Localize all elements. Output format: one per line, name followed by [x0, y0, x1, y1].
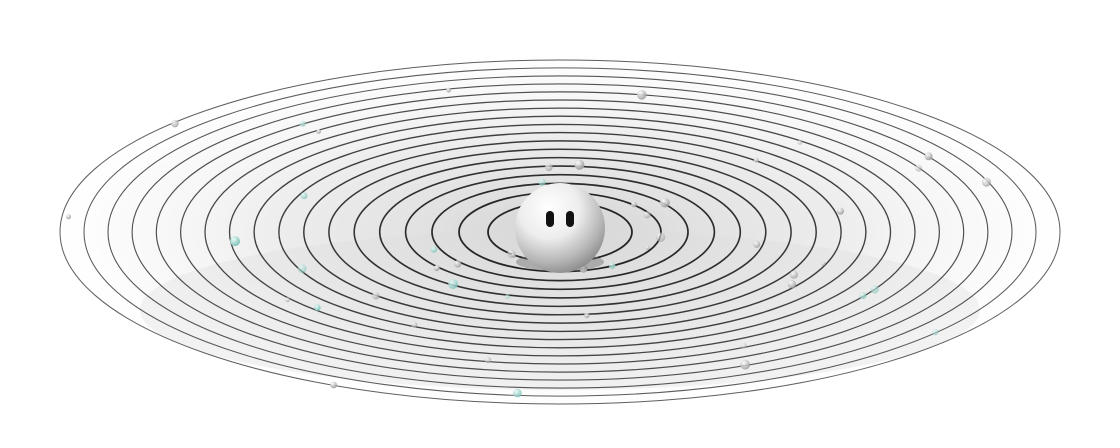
planet-dot-icon — [446, 87, 451, 93]
planet-dot-icon — [484, 356, 492, 364]
planet-dot-icon — [924, 152, 933, 161]
orbit-ring-icon — [228, 115, 892, 349]
planet-dot-icon — [636, 90, 647, 100]
orbit-ring-icon — [328, 148, 792, 316]
planet-dot-icon — [411, 321, 418, 328]
planet-dot-icon — [316, 129, 321, 134]
planet-dot-icon — [609, 262, 616, 270]
orbit-ring-icon — [303, 140, 817, 324]
planet-dot-icon — [660, 197, 670, 208]
planet-dot-icon — [753, 157, 759, 163]
orbit-ring-icon — [83, 67, 1037, 397]
sun — [515, 183, 605, 273]
planets — [65, 87, 992, 398]
planet-dot-icon — [787, 280, 797, 289]
orbit-ring-icon — [378, 165, 742, 299]
orbit-ring-icon — [278, 131, 842, 333]
orbit-ring-icon — [155, 91, 965, 373]
planet-dot-icon — [821, 261, 826, 266]
planet-dot-icon — [584, 312, 590, 319]
orbit-rings — [59, 59, 1061, 405]
planet-dot-icon — [504, 294, 510, 299]
planet-dot-icon — [797, 139, 803, 145]
orbit-ring-icon — [404, 173, 716, 291]
planet-dot-icon — [544, 163, 553, 172]
sun-left-eye — [546, 211, 554, 227]
planet-dot-icon — [513, 388, 522, 398]
planet-dot-icon — [655, 232, 666, 242]
planet-dot-icon — [230, 236, 240, 247]
planet-dot-icon — [297, 264, 307, 273]
planet-dot-icon — [859, 292, 867, 300]
planet-dot-icon — [753, 240, 761, 248]
planet-dot-icon — [507, 249, 516, 258]
orbit-ring-icon — [353, 156, 767, 308]
orbit-ring-icon — [59, 59, 1061, 405]
planet-dot-icon — [430, 246, 438, 253]
planet-dot-icon — [448, 279, 458, 289]
sun-right-eye — [566, 211, 574, 227]
planet-dot-icon — [574, 159, 585, 170]
planet-dot-icon — [330, 381, 337, 389]
planet-dot-icon — [643, 211, 651, 219]
orbit-ring-icon — [107, 75, 1013, 389]
planet-dot-icon — [538, 178, 546, 186]
planet-dot-icon — [454, 260, 462, 268]
planet-dot-icon — [300, 192, 308, 200]
orbit-ring-icon — [179, 99, 941, 365]
planet-dot-icon — [299, 120, 306, 127]
orbit-ring-icon — [204, 107, 916, 357]
planet-dot-icon — [314, 304, 321, 311]
planet-dot-icon — [631, 201, 637, 208]
planet-dot-icon — [372, 292, 380, 300]
planet-dot-icon — [915, 164, 922, 172]
planet-dot-icon — [870, 285, 879, 294]
planet-dot-icon — [740, 359, 751, 370]
orbit-ring-icon — [131, 83, 989, 381]
planet-dot-icon — [433, 265, 440, 271]
planet-dot-icon — [932, 328, 939, 336]
orbit-ring-icon — [253, 123, 867, 341]
disc-shadow — [140, 230, 980, 390]
planet-dot-icon — [171, 119, 179, 128]
planet-dot-icon — [740, 342, 747, 349]
planet-dot-icon — [645, 245, 650, 250]
planet-dot-icon — [285, 297, 290, 303]
planet-dot-icon — [836, 207, 845, 215]
planet-dot-icon — [981, 177, 992, 187]
sun-face-icon — [515, 183, 605, 273]
planet-dot-icon — [789, 270, 799, 279]
planet-dot-icon — [65, 214, 72, 220]
